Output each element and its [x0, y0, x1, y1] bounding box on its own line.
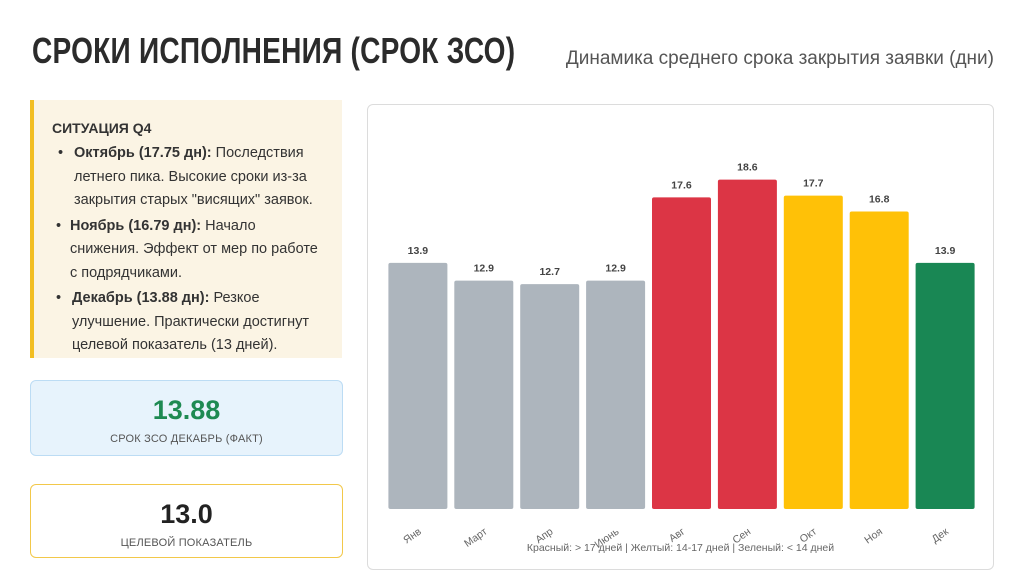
bar-Окт — [783, 195, 843, 509]
bar-value-label: 12.9 — [605, 263, 626, 275]
situation-heading: СИТУАЦИЯ Q4 — [52, 120, 152, 136]
bar-Ноя — [849, 211, 909, 509]
bar-value-label: 13.9 — [935, 245, 956, 257]
bar-value-label: 18.6 — [737, 162, 758, 174]
page-subtitle: Динамика среднего срока закрытия заявки … — [565, 48, 994, 69]
kpi-target-value: 13.0 — [160, 499, 213, 529]
kpi-fact-label: СРОК ЗСО ДЕКАБРЬ (ФАКТ) — [110, 433, 263, 445]
situation-item-text: Резкое улучшение. Практически достигнут … — [72, 290, 309, 353]
situation-item-october: • Октябрь (17.75 дн): Последствия летнего… — [52, 142, 328, 213]
bar-value-label: 16.8 — [869, 194, 890, 206]
kpi-target-card: 13.0 ЦЕЛЕВОЙ ПОКАЗАТЕЛЬ — [30, 484, 343, 558]
situation-panel: СИТУАЦИЯ Q4 • Октябрь (17.75 дн): Последс… — [30, 100, 342, 358]
bar-Янв — [388, 262, 448, 509]
bar-value-label: 17.6 — [671, 179, 692, 191]
situation-item-december: • Декабрь (13.88 дн): Резкое улучшение. П… — [52, 287, 328, 358]
situation-item-title: Ноябрь (16.79 дн): — [70, 217, 202, 234]
situation-item-text: Последствия летнего пика. Высокие сроки … — [74, 145, 313, 208]
situation-item-title: Декабрь (13.88 дн): — [72, 290, 210, 306]
bar-value-label: 13.9 — [408, 245, 429, 257]
bullet-icon: • — [56, 290, 62, 306]
bar-value-label: 17.7 — [803, 178, 824, 190]
kpi-target-label: ЦЕЛЕВОЙ ПОКАЗАТЕЛЬ — [120, 537, 253, 549]
bar-Дек — [915, 262, 975, 509]
bullet-icon: • — [58, 145, 64, 161]
bar-Июнь — [586, 280, 646, 509]
kpi-fact-value: 13.88 — [152, 395, 221, 425]
bar-value-label: 12.7 — [539, 266, 560, 278]
bar-Апр — [520, 284, 580, 509]
situation-item-title: Октябрь (17.75 дн): — [74, 145, 212, 161]
bar-Март — [454, 280, 514, 509]
situation-item-november: • Ноябрь (16.79 дн): Начало снижения. Эфф… — [52, 215, 328, 286]
bar-value-label: 12.9 — [474, 263, 495, 275]
bullet-icon: • — [56, 217, 62, 234]
bar-Авг — [652, 197, 711, 509]
page-title: СРОКИ ИСПОЛНЕНИЯ (СРОК ЗСО) — [32, 30, 516, 71]
kpi-fact-card: 13.88 СРОК ЗСО ДЕКАБРЬ (ФАКТ) — [30, 380, 343, 456]
chart-color-legend: Красный: > 17 дней | Желтый: 14-17 дней … — [526, 542, 835, 554]
bar-chart: 13.9Янв12.9Март12.7Апр12.9Июнь17.6Авг18.… — [388, 162, 975, 551]
situation-item-text: Начало снижения. Эффект от мер по работе… — [70, 217, 318, 281]
bar-Сен — [717, 179, 777, 509]
chart-card: 13.9 Янв 12.9 Март 12.7 Апр 12.9 Июнь 17.6 Авг 18.… — [367, 104, 994, 570]
